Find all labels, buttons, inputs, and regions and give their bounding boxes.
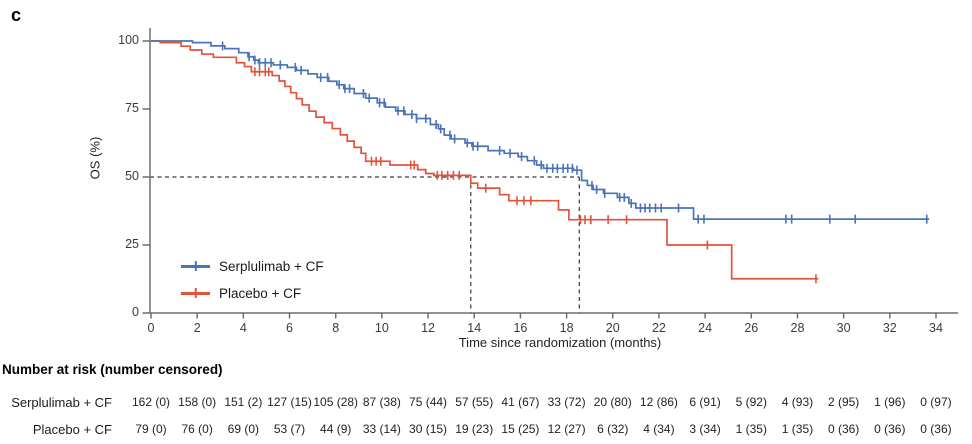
x-tick-label: 28 — [790, 321, 805, 335]
legend-item-placebo: Placebo + CF — [181, 280, 324, 307]
risk-row-label-serplulimab: Serplulimab + CF — [11, 395, 112, 410]
x-tick-label: 8 — [332, 321, 340, 335]
risk-cell: 6 (32) — [597, 422, 629, 436]
censor-plus-icon — [194, 261, 197, 272]
legend: Serplulimab + CF Placebo + CF — [181, 253, 324, 307]
x-tick-label: 0 — [147, 321, 155, 335]
risk-cell: 2 (95) — [827, 395, 860, 409]
risk-cell: 20 (80) — [593, 395, 632, 409]
risk-cell: 12 (27) — [547, 422, 586, 436]
risk-cell: 1 (35) — [735, 422, 767, 436]
x-tick-label: 2 — [193, 321, 201, 335]
legend-item-serplulimab: Serplulimab + CF — [181, 253, 324, 280]
y-tick-label: 0 — [132, 305, 139, 319]
x-tick-label: 14 — [467, 321, 482, 335]
x-tick-label: 10 — [374, 321, 389, 335]
risk-cell: 44 (9) — [320, 422, 352, 436]
risk-cell: 3 (34) — [689, 422, 721, 436]
x-tick-label: 22 — [651, 321, 666, 335]
serplulimab-line-marker-icon — [181, 261, 210, 272]
risk-cell: 127 (15) — [267, 395, 312, 409]
risk-cell: 75 (44) — [409, 395, 448, 409]
risk-row-label-placebo: Placebo + CF — [32, 422, 112, 437]
risk-cell: 33 (14) — [362, 422, 401, 436]
censor-plus-icon — [194, 288, 197, 299]
placebo-line-marker-icon — [181, 288, 210, 299]
risk-cell: 0 (36) — [920, 422, 952, 436]
risk-cell: 19 (23) — [455, 422, 494, 436]
x-tick-label: 32 — [882, 321, 897, 335]
x-tick-label: 4 — [239, 321, 247, 335]
x-tick-label: 30 — [836, 321, 851, 335]
risk-cell: 1 (96) — [874, 395, 906, 409]
risk-cell: 33 (72) — [547, 395, 586, 409]
risk-table-header: Number at risk (number censored) — [2, 362, 223, 377]
risk-cell: 151 (2) — [224, 395, 263, 409]
x-tick-label: 34 — [929, 321, 943, 335]
x-tick-label: 18 — [559, 321, 574, 335]
survival-curve-serplulimab — [151, 40, 930, 221]
risk-cell: 4 (93) — [781, 395, 814, 409]
risk-cell: 30 (15) — [409, 422, 448, 436]
risk-cell: 0 (97) — [920, 395, 952, 409]
x-tick-label: 16 — [513, 321, 528, 335]
survival-curve-placebo — [151, 40, 819, 280]
risk-cell: 0 (36) — [827, 422, 860, 436]
y-tick-label: 100 — [118, 33, 139, 47]
y-tick-label: 50 — [125, 169, 139, 183]
x-tick-label: 20 — [605, 321, 620, 335]
x-tick-label: 12 — [421, 321, 435, 335]
risk-cell: 53 (7) — [273, 422, 306, 436]
y-axis-label: OS (%) — [87, 136, 103, 180]
risk-cell: 6 (91) — [689, 395, 721, 409]
x-axis-title: Time since randomization (months) — [458, 335, 662, 350]
risk-cell: 0 (36) — [874, 422, 906, 436]
risk-cell: 162 (0) — [131, 395, 171, 409]
risk-cell: 1 (35) — [781, 422, 814, 436]
risk-cell: 87 (38) — [362, 395, 401, 409]
risk-cell: 15 (25) — [501, 422, 540, 436]
risk-cell: 41 (67) — [501, 395, 540, 409]
panel-label: c — [11, 5, 22, 25]
risk-cell: 69 (0) — [227, 422, 260, 436]
y-tick-label: 75 — [125, 101, 139, 115]
risk-cell: 79 (0) — [135, 422, 167, 436]
risk-cell: 57 (55) — [455, 395, 494, 409]
x-tick-label: 26 — [744, 321, 759, 335]
risk-cell: 12 (86) — [639, 395, 678, 409]
y-tick-label: 25 — [125, 237, 139, 251]
risk-cell: 5 (92) — [735, 395, 767, 409]
legend-label-serplulimab: Serplulimab + CF — [219, 259, 324, 274]
legend-label-placebo: Placebo + CF — [219, 286, 302, 301]
x-tick-label: 6 — [286, 321, 293, 335]
risk-cell: 4 (34) — [643, 422, 675, 436]
risk-cell: 76 (0) — [181, 422, 213, 436]
risk-cell: 105 (28) — [313, 395, 359, 409]
risk-cell: 158 (0) — [178, 395, 217, 409]
x-tick-label: 24 — [698, 321, 713, 335]
